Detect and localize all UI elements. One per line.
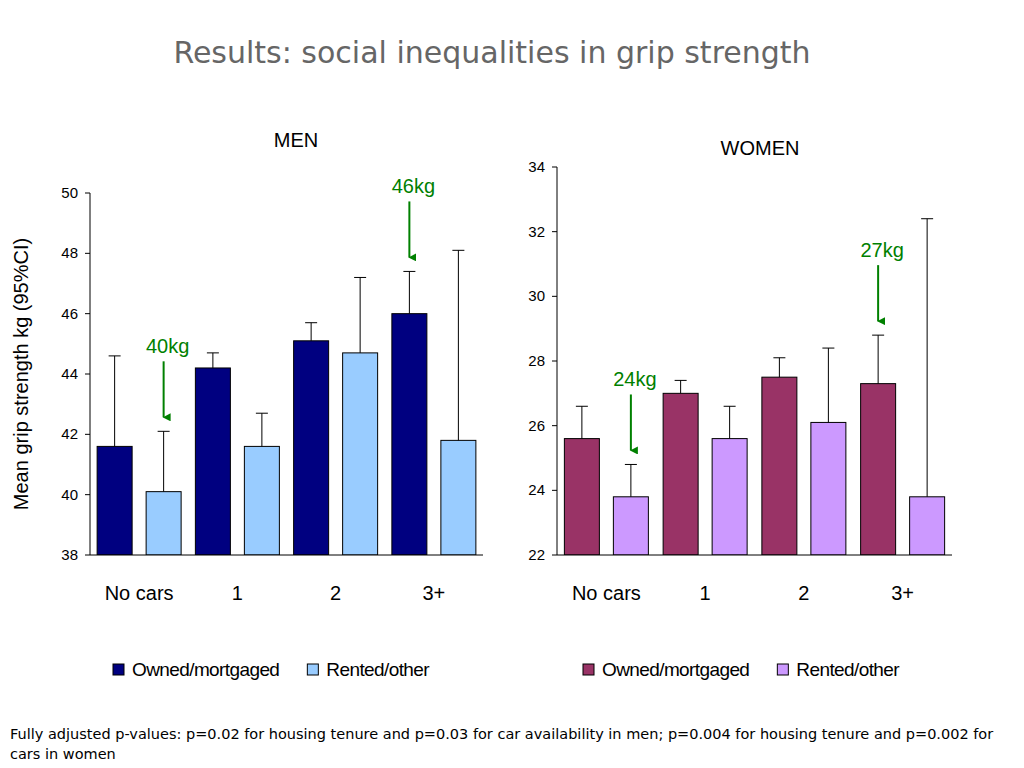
marks xyxy=(564,219,944,555)
legend-entry: Rented/other xyxy=(777,659,900,680)
bar xyxy=(564,439,599,555)
y-tick-label: 32 xyxy=(528,223,545,240)
y-tick-label: 34 xyxy=(528,158,545,175)
annotation-arrow xyxy=(408,201,410,257)
y-tick xyxy=(85,374,90,375)
annotation-arrow xyxy=(163,361,165,417)
bar xyxy=(97,446,132,555)
bar xyxy=(146,492,181,555)
y-tick xyxy=(85,494,90,495)
x-tick-label: 3+ xyxy=(422,582,445,604)
error-bar xyxy=(625,464,637,496)
chart-title: MEN xyxy=(274,129,318,151)
legend-entry: Owned/mortgaged xyxy=(113,659,279,680)
bar xyxy=(392,314,427,555)
y-tick-label: 26 xyxy=(528,417,545,434)
bar xyxy=(811,422,846,555)
x-axis-line xyxy=(557,555,952,556)
error-bar xyxy=(207,353,219,368)
x-tick-label: No cars xyxy=(105,582,174,604)
y-tick xyxy=(552,167,557,168)
y-tick xyxy=(85,555,90,556)
legend-label: Rented/other xyxy=(326,659,430,680)
annotation: 46kg xyxy=(392,175,435,197)
y-tick xyxy=(552,425,557,426)
legend-entry: Rented/other xyxy=(307,659,430,680)
y-tick xyxy=(85,193,90,194)
error-bar xyxy=(675,380,687,393)
y-tick xyxy=(552,296,557,297)
y-tick-label: 30 xyxy=(528,287,545,304)
y-tick xyxy=(552,490,557,491)
y-tick-label: 48 xyxy=(61,244,78,261)
error-bar xyxy=(773,358,785,377)
y-tick-label: 40 xyxy=(61,486,78,503)
footnote: Fully adjusted p-values: p=0.02 for hous… xyxy=(10,724,1000,764)
error-bar xyxy=(921,219,933,497)
bar xyxy=(663,393,698,555)
y-tick-label: 44 xyxy=(61,365,78,382)
marks xyxy=(97,250,476,555)
annotation: 40kg xyxy=(146,335,189,357)
y-tick xyxy=(552,555,557,556)
chart-panel: WOMEN 22 24 26 28 30 32 34 No cars 1 2 3+ Owned/mort… xyxy=(528,137,952,680)
annotation-arrow xyxy=(630,394,632,450)
error-bar xyxy=(109,356,121,447)
y-tick xyxy=(85,253,90,254)
x-tick-label: 3+ xyxy=(891,582,914,604)
y-tick-label: 28 xyxy=(528,352,545,369)
x-tick-label: No cars xyxy=(572,582,641,604)
error-bar xyxy=(724,406,736,438)
x-tick-label: 2 xyxy=(798,582,809,604)
x-tick-label: 2 xyxy=(330,582,341,604)
y-tick xyxy=(85,434,90,435)
y-tick-label: 22 xyxy=(528,546,545,563)
error-bar xyxy=(305,323,317,341)
y-tick-label: 42 xyxy=(61,425,78,442)
bar xyxy=(343,353,378,555)
legend-label: Owned/mortgaged xyxy=(132,659,279,680)
x-tick-label: 1 xyxy=(700,582,711,604)
y-tick xyxy=(552,231,557,232)
y-tick xyxy=(85,313,90,314)
bar xyxy=(294,341,329,555)
annotation: 27kg xyxy=(860,239,903,261)
error-bar xyxy=(158,431,170,491)
y-tick-label: 46 xyxy=(61,305,78,322)
x-axis-line xyxy=(90,555,483,556)
y-tick-label: 24 xyxy=(528,481,545,498)
chart-panel: MEN Mean grip strength kg (95%CI) 38 40 42 44… xyxy=(10,129,483,680)
bar xyxy=(712,439,747,555)
legend-entry: Owned/mortgaged xyxy=(583,659,749,680)
error-bar xyxy=(403,271,415,313)
error-bar xyxy=(576,406,588,438)
y-tick xyxy=(552,361,557,362)
bar xyxy=(910,497,945,555)
legend-label: Owned/mortgaged xyxy=(602,659,749,680)
y-tick-label: 50 xyxy=(61,184,78,201)
legend-label: Rented/other xyxy=(796,659,900,680)
error-bar xyxy=(354,277,366,352)
bar xyxy=(195,368,230,555)
annotation: 24kg xyxy=(613,368,656,390)
bar xyxy=(441,440,476,555)
bar xyxy=(613,497,648,555)
chart-title: WOMEN xyxy=(721,137,800,159)
x-tick-label: 1 xyxy=(232,582,243,604)
bar xyxy=(861,384,896,555)
annotation-arrow xyxy=(877,265,879,321)
page-title: Results: social inequalities in grip str… xyxy=(173,35,810,70)
error-bar xyxy=(256,413,268,446)
bar xyxy=(762,377,797,555)
bar xyxy=(244,446,279,555)
figure: Results: social inequalities in grip str… xyxy=(0,0,1024,768)
error-bar xyxy=(872,335,884,384)
y-axis-label: Mean grip strength kg (95%CI) xyxy=(10,238,32,510)
y-tick-label: 38 xyxy=(61,546,78,563)
error-bar xyxy=(822,348,834,422)
error-bar xyxy=(452,250,464,440)
